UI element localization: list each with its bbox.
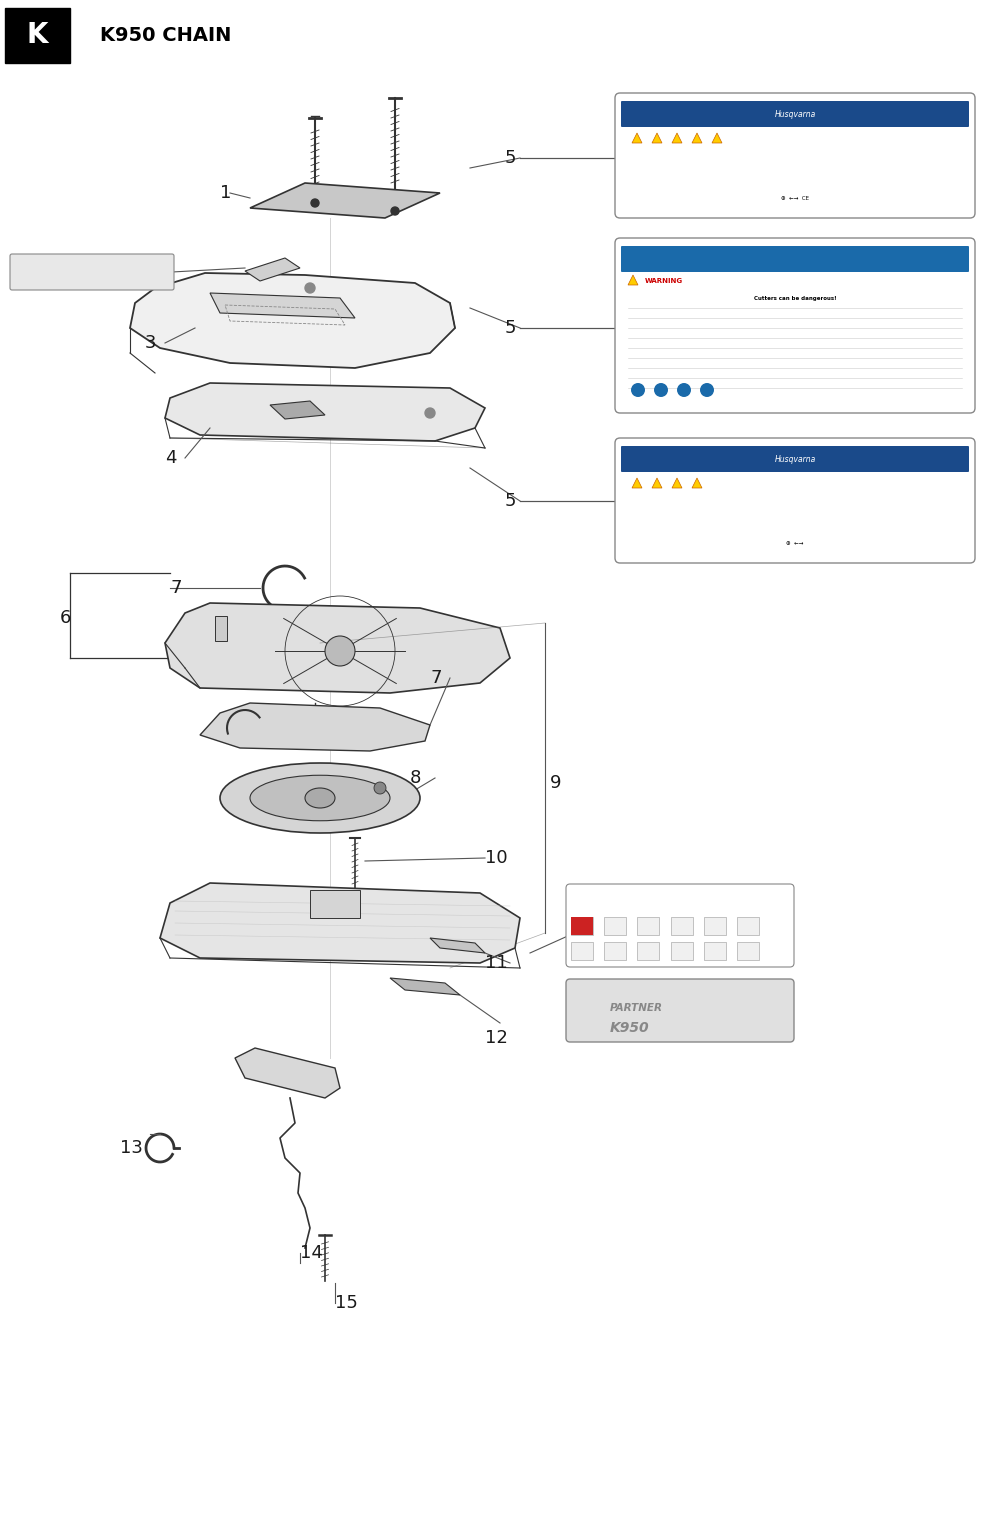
Circle shape [305, 283, 315, 292]
Text: WARNING: WARNING [645, 279, 683, 283]
Polygon shape [692, 133, 702, 143]
Polygon shape [165, 603, 510, 693]
Text: Husqvarna: Husqvarna [774, 454, 816, 463]
Polygon shape [632, 478, 642, 487]
FancyBboxPatch shape [615, 439, 975, 564]
Polygon shape [652, 478, 662, 487]
Text: 3: 3 [145, 334, 156, 352]
Circle shape [391, 207, 399, 215]
Polygon shape [632, 133, 642, 143]
Circle shape [425, 408, 435, 417]
Polygon shape [652, 133, 662, 143]
Bar [604, 943, 626, 959]
Bar [637, 917, 659, 935]
Polygon shape [245, 257, 300, 282]
Bar [671, 917, 693, 935]
Circle shape [677, 382, 691, 398]
Text: 5: 5 [505, 318, 516, 337]
Text: 9: 9 [550, 774, 562, 792]
Text: ⊕  ←→  CE: ⊕ ←→ CE [781, 195, 809, 201]
Polygon shape [672, 133, 682, 143]
Bar [704, 917, 726, 935]
Polygon shape [672, 478, 682, 487]
Ellipse shape [220, 763, 420, 833]
FancyBboxPatch shape [615, 238, 975, 413]
Polygon shape [250, 183, 440, 218]
Bar [737, 943, 759, 959]
Text: Husqvarna: Husqvarna [774, 110, 816, 119]
FancyBboxPatch shape [566, 979, 794, 1042]
Text: 11: 11 [485, 953, 508, 972]
Bar [571, 917, 593, 935]
FancyBboxPatch shape [10, 254, 174, 289]
Circle shape [325, 637, 355, 666]
FancyBboxPatch shape [621, 446, 969, 472]
Text: 14: 14 [300, 1244, 323, 1263]
Bar [604, 917, 626, 935]
Circle shape [311, 200, 319, 207]
Text: 10: 10 [485, 848, 508, 867]
Polygon shape [160, 883, 520, 963]
Text: PARTNER: PARTNER [610, 1004, 663, 1013]
FancyBboxPatch shape [566, 883, 794, 967]
Bar [737, 917, 759, 935]
Text: 7: 7 [170, 579, 182, 597]
Text: 12: 12 [485, 1030, 508, 1046]
Ellipse shape [250, 775, 390, 821]
Text: 4: 4 [165, 449, 176, 468]
Bar [704, 943, 726, 959]
Bar [671, 943, 693, 959]
Text: 13: 13 [120, 1139, 143, 1157]
Bar [5, 8, 70, 62]
Polygon shape [210, 292, 355, 318]
Circle shape [700, 382, 714, 398]
Text: 6: 6 [60, 609, 71, 627]
Polygon shape [165, 382, 485, 442]
Text: Push before starting: Push before starting [33, 277, 89, 282]
Bar [310, 889, 360, 918]
Polygon shape [270, 401, 325, 419]
Text: 15: 15 [335, 1295, 358, 1311]
Circle shape [374, 781, 386, 793]
Bar [215, 615, 227, 641]
Circle shape [654, 382, 668, 398]
Polygon shape [200, 704, 430, 751]
Text: 1: 1 [220, 184, 231, 203]
Text: Cutters can be dangerous!: Cutters can be dangerous! [754, 295, 836, 300]
Text: 7: 7 [430, 669, 442, 687]
Bar [571, 943, 593, 959]
FancyBboxPatch shape [621, 101, 969, 126]
Text: 5: 5 [505, 492, 516, 510]
Text: K: K [26, 21, 48, 49]
Text: 5: 5 [505, 149, 516, 168]
Bar [637, 943, 659, 959]
FancyBboxPatch shape [615, 93, 975, 218]
Polygon shape [430, 938, 485, 953]
FancyBboxPatch shape [621, 247, 969, 273]
Text: K950: K950 [610, 1020, 650, 1036]
Polygon shape [692, 478, 702, 487]
Text: ⊕  ←→: ⊕ ←→ [786, 541, 804, 545]
Ellipse shape [305, 787, 335, 809]
Polygon shape [712, 133, 722, 143]
Text: 2: 2 [130, 270, 142, 286]
Text: 8: 8 [410, 769, 421, 787]
Text: K950 CHAIN: K950 CHAIN [100, 26, 231, 44]
Circle shape [631, 382, 645, 398]
Bar [571, 917, 593, 935]
Polygon shape [130, 273, 455, 369]
Polygon shape [390, 978, 460, 995]
Polygon shape [628, 276, 638, 285]
Text: Decompression Valve: Decompression Valve [33, 267, 108, 271]
Polygon shape [235, 1048, 340, 1098]
